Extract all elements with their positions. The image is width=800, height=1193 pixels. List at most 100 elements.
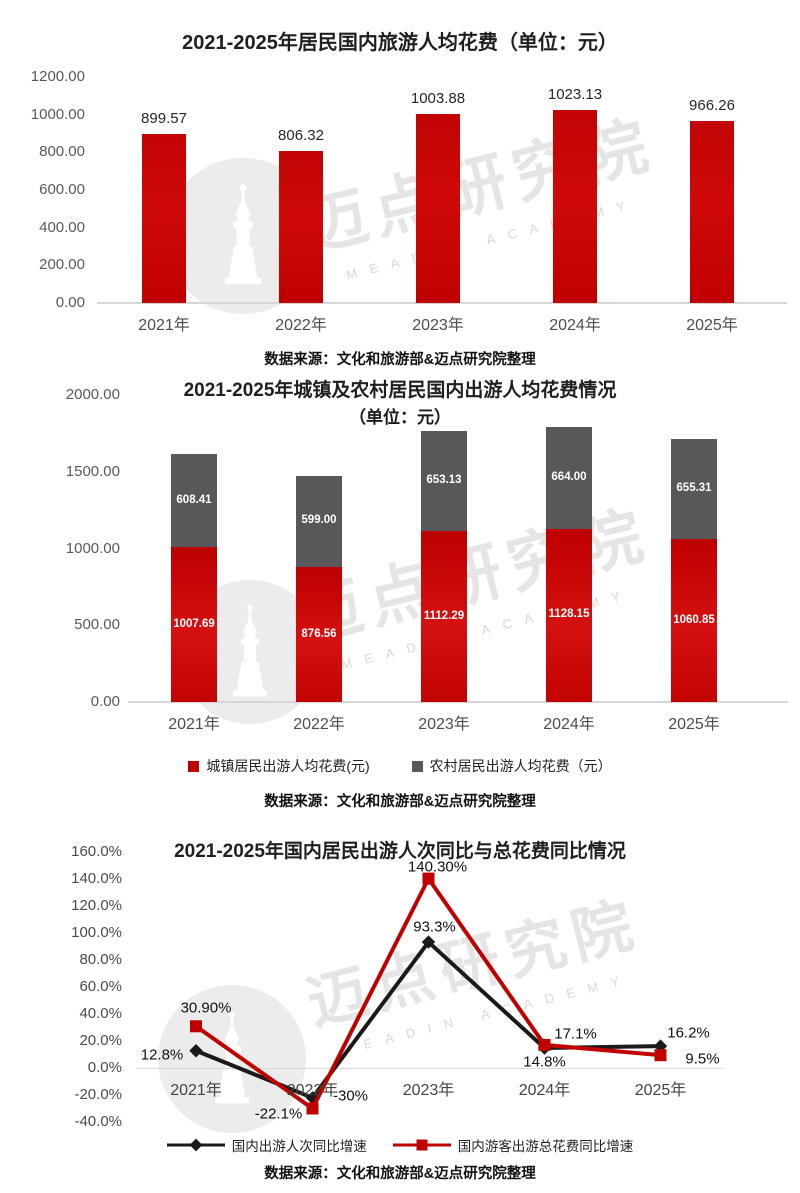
legend-item-spend: 国内游客出游总花费同比增速	[392, 1135, 634, 1155]
point-value-label: -30%	[332, 1087, 369, 1104]
line-chart-canvas	[189, 872, 668, 1115]
black-line-diamond-icon	[166, 1138, 225, 1152]
bar	[690, 121, 734, 303]
bar-value-label: 806.32	[278, 127, 324, 145]
x-axis-line	[128, 701, 788, 703]
x-axis-label: 2024年	[518, 1082, 571, 1099]
x-axis-label: 2025年	[668, 716, 720, 733]
y-tick-label: 0.00	[55, 294, 85, 311]
legend-label: 国内出游人次同比增速	[231, 1139, 367, 1154]
marker-square	[190, 1020, 202, 1033]
y-tick-label: 140.0%	[71, 870, 122, 887]
stacked-bar-urban-segment	[171, 547, 217, 702]
chart3-source: 数据来源：文化和旅游部&迈点研究院整理	[264, 1166, 536, 1182]
y-tick-label: 1500.00	[65, 462, 120, 480]
chart-urban-rural-spend: 迈点研究院 MEADIN ACADEMY 2021-2025年城镇及农村居民国内…	[0, 375, 800, 825]
x-axis-label: 2023年	[412, 317, 464, 334]
bar	[416, 113, 460, 303]
x-axis-label: 2021年	[170, 1082, 222, 1099]
red-square-swatch-icon	[188, 760, 200, 772]
stacked-bar-urban-segment	[296, 567, 342, 702]
legend-item-trips: 国内出游人次同比增速	[166, 1135, 367, 1155]
y-tick-label: 1000.00	[30, 105, 85, 123]
bar-value-label: 966.26	[689, 97, 735, 115]
marker-square	[422, 872, 435, 885]
legend-label: 国内游客出游总花费同比增速	[457, 1139, 634, 1154]
point-value-label: 12.8%	[140, 1046, 184, 1064]
y-tick-label: 2000.00	[65, 386, 120, 403]
y-tick-label: 160.0%	[71, 843, 122, 860]
segment-value-label: 664.00	[551, 470, 587, 483]
y-tick-label: 60.0%	[79, 978, 122, 995]
segment-value-label: 876.56	[301, 627, 337, 640]
y-tick-label: 0.00	[90, 693, 120, 710]
chart-yoy-growth: 迈点研究院 MEADIN ACADEMY 2021-2025年国内居民出游人次同…	[0, 825, 800, 1193]
bar-value-label: 1003.88	[410, 89, 466, 107]
stacked-bar-rural-segment	[421, 431, 467, 532]
segment-value-label: 655.31	[676, 481, 712, 494]
y-tick-label: 40.0%	[79, 1005, 122, 1022]
point-value-label: 16.2%	[667, 1024, 710, 1042]
bar	[142, 133, 186, 303]
x-axis-label: 2025年	[634, 1082, 687, 1099]
x-axis-label: 2024年	[549, 317, 601, 334]
legend-label: 城镇居民出游人均花费(元)	[206, 758, 370, 774]
segment-value-label: 608.41	[176, 493, 212, 506]
bar	[279, 151, 323, 303]
x-axis-label: 2025年	[686, 317, 738, 334]
chart2-legend: 城镇居民出游人均花费(元) 农村居民出游人均花费（元）	[0, 756, 800, 776]
y-tick-label: 600.00	[39, 181, 85, 198]
segment-value-label: 1007.69	[173, 617, 215, 630]
chart2-subtitle: （单位：元）	[349, 408, 451, 427]
point-value-label: 9.5%	[685, 1050, 720, 1068]
chart2-plot-area: 2000.00 1500.00 1000.00 500.00 0.00 1007.69 60…	[0, 375, 800, 825]
y-tick-label: 20.0%	[79, 1032, 122, 1049]
x-axis-label: 2024年	[543, 716, 595, 733]
stacked-bar-rural-segment	[546, 426, 592, 529]
stacked-bar-urban-segment	[546, 528, 592, 702]
y-tick-label: 100.0%	[71, 924, 122, 941]
chart1-title: 2021-2025年居民国内旅游人均花费（单位：元）	[182, 32, 618, 54]
x-axis-label: 2021年	[138, 317, 190, 334]
marker-diamond	[189, 1044, 203, 1058]
y-tick-label: 80.0%	[79, 951, 122, 968]
y-tick-label: 120.0%	[71, 897, 122, 914]
y-tick-label: 200.00	[39, 256, 85, 274]
segment-value-label: 599.00	[301, 514, 337, 527]
zero-gridline	[137, 1067, 723, 1069]
stacked-bar-urban-segment	[421, 531, 467, 702]
x-axis-line	[97, 302, 787, 304]
x-axis-label: 2023年	[402, 1082, 455, 1099]
marker-square	[654, 1049, 667, 1062]
chart1-plot-area: 1200.00 1000.00 800.00 600.00 400.00 200.00 0.…	[0, 0, 800, 375]
stacked-bar-rural-segment	[171, 453, 217, 548]
marker-square	[538, 1038, 551, 1051]
segment-value-label: 1128.15	[548, 608, 590, 621]
point-value-label: -22.1%	[254, 1105, 303, 1123]
chart2-source: 数据来源：文化和旅游部&迈点研究院整理	[264, 794, 536, 810]
y-tick-label: 800.00	[39, 143, 85, 161]
stacked-bar-urban-segment	[671, 539, 717, 702]
point-value-label: 30.90%	[180, 999, 232, 1017]
chart3-title: 2021-2025年国内居民出游人次同比与总花费同比情况	[174, 841, 626, 862]
stacked-bar-rural-segment	[671, 438, 717, 540]
segment-value-label: 1112.29	[423, 609, 465, 622]
gray-square-swatch-icon	[411, 760, 423, 772]
y-tick-label: -20.0%	[74, 1086, 122, 1103]
legend-item-rural: 农村居民出游人均花费（元）	[411, 756, 612, 776]
marker-square	[306, 1102, 319, 1115]
legend-label: 农村居民出游人均花费（元）	[429, 758, 612, 774]
bar-value-label: 1023.13	[547, 86, 603, 104]
chart-domestic-avg-spend: 迈点研究院 MEADIN ACADEMY 2021-2025年居民国内旅游人均花…	[0, 0, 800, 375]
line-series	[194, 874, 661, 1112]
x-axis-label: 2022年	[275, 317, 327, 334]
legend-item-urban: 城镇居民出游人均花费(元)	[188, 756, 370, 776]
chart3-legend: 国内出游人次同比增速 国内游客出游总花费同比增速	[0, 1135, 800, 1155]
chart3-plot-area: 160.0% 140.0% 120.0% 100.0% 80.0% 60.0% 40.0% 2…	[0, 825, 800, 1193]
y-tick-label: 1200.00	[30, 68, 85, 85]
point-value-label: 14.8%	[523, 1053, 566, 1071]
bar	[553, 110, 597, 303]
chart2-title: 2021-2025年城镇及农村居民国内出游人均花费情况	[183, 380, 617, 401]
bar-value-label: 899.57	[141, 109, 187, 127]
